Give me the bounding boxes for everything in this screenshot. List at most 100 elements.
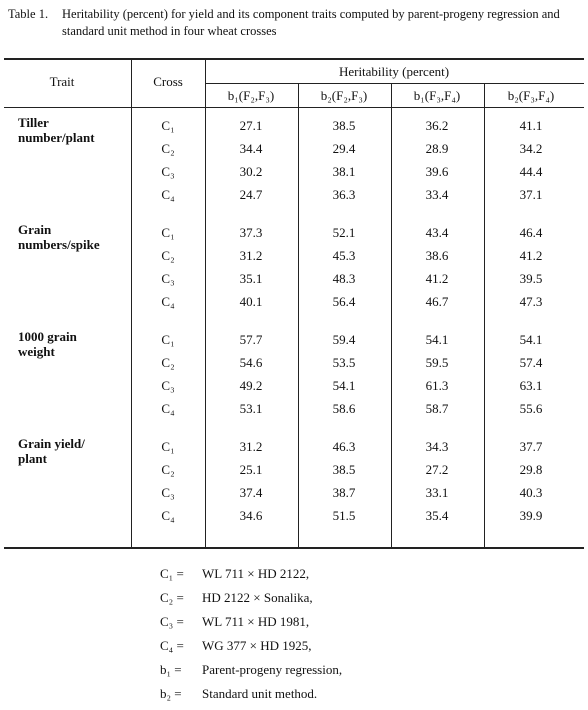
footnote-symbol: b₁ = — [160, 662, 182, 677]
cell-value: 51.5 — [332, 508, 356, 523]
header-trait: Trait — [49, 74, 75, 89]
cell-value: 43.4 — [425, 225, 449, 240]
cell-value: 47.3 — [519, 294, 543, 309]
table-caption: Heritability (percent) for yield and its… — [62, 7, 560, 38]
header-group: Heritability (percent) — [338, 64, 450, 79]
cross-label: C₃ — [161, 485, 175, 500]
column-rule — [298, 83, 299, 547]
cell-value: 45.3 — [332, 248, 356, 263]
cell-value: 54.1 — [425, 332, 449, 347]
cross-label: C₃ — [161, 271, 175, 286]
column-rule — [205, 58, 206, 547]
footnote-text: HD 2122 × Sonalika, — [202, 590, 313, 605]
cell-value: 37.3 — [239, 225, 263, 240]
top-rule — [4, 58, 584, 60]
cross-label: C₁ — [161, 225, 175, 240]
cell-value: 61.3 — [425, 378, 449, 393]
trait-label: number/plant — [18, 130, 95, 145]
column-rule — [391, 83, 392, 547]
header-rule — [4, 107, 584, 108]
cell-value: 38.7 — [332, 485, 356, 500]
trait-label: Grain yield/ — [18, 436, 85, 451]
column-rule — [131, 58, 132, 547]
cell-value: 27.2 — [425, 462, 449, 477]
column-header: b₁(F₂,F₃) — [227, 88, 275, 103]
cell-value: 41.1 — [519, 118, 543, 133]
cell-value: 55.6 — [519, 401, 543, 416]
span-rule — [205, 83, 584, 84]
cell-value: 48.3 — [332, 271, 356, 286]
cell-value: 35.1 — [239, 271, 263, 286]
cell-value: 63.1 — [519, 378, 543, 393]
cell-value: 31.2 — [239, 439, 263, 454]
cross-label: C₃ — [161, 164, 175, 179]
cell-value: 40.3 — [519, 485, 543, 500]
footnote-symbol: C₄ = — [160, 638, 184, 653]
cross-label: C₂ — [161, 248, 175, 263]
cross-label: C₄ — [161, 508, 175, 523]
cell-value: 34.3 — [425, 439, 449, 454]
cell-value: 58.7 — [425, 401, 449, 416]
cell-value: 46.3 — [332, 439, 356, 454]
cell-value: 49.2 — [239, 378, 263, 393]
cross-label: C₃ — [161, 378, 175, 393]
cell-value: 36.3 — [332, 187, 356, 202]
cell-value: 37.1 — [519, 187, 543, 202]
cell-value: 46.7 — [425, 294, 449, 309]
cell-value: 39.9 — [519, 508, 543, 523]
cell-value: 28.9 — [425, 141, 449, 156]
cell-value: 33.4 — [425, 187, 449, 202]
cell-value: 53.5 — [332, 355, 356, 370]
cell-value: 52.1 — [332, 225, 356, 240]
cell-value: 30.2 — [239, 164, 263, 179]
footnote-text: Standard unit method. — [202, 686, 318, 701]
cell-value: 41.2 — [519, 248, 543, 263]
footnote-text: Parent-progeny regression, — [202, 662, 343, 677]
cross-label: C₁ — [161, 332, 175, 347]
column-rule — [484, 83, 485, 547]
cell-value: 56.4 — [332, 294, 356, 309]
cell-value: 53.1 — [239, 401, 263, 416]
cell-value: 36.2 — [425, 118, 449, 133]
cell-value: 25.1 — [239, 462, 263, 477]
footnote-symbol: C₁ = — [160, 566, 184, 581]
cross-label: C₂ — [161, 355, 175, 370]
cell-value: 40.1 — [239, 294, 263, 309]
cell-value: 59.4 — [332, 332, 356, 347]
cross-label: C₂ — [161, 462, 175, 477]
column-header: b₂(F₂,F₃) — [320, 88, 368, 103]
cell-value: 46.4 — [519, 225, 543, 240]
footnote-symbol: C₃ = — [160, 614, 184, 629]
cell-value: 34.6 — [239, 508, 263, 523]
cell-value: 34.2 — [519, 141, 543, 156]
footnote-text: WL 711 × HD 1981, — [202, 614, 310, 629]
trait-label: 1000 grain — [18, 329, 77, 344]
cell-value: 54.1 — [519, 332, 543, 347]
cell-value: 34.4 — [239, 141, 263, 156]
cell-value: 37.4 — [239, 485, 263, 500]
cell-value: 39.5 — [519, 271, 543, 286]
column-header: b₁(F₃,F₄) — [413, 88, 461, 103]
cell-value: 33.1 — [425, 485, 449, 500]
cross-label: C₁ — [161, 439, 175, 454]
bottom-rule — [4, 547, 584, 549]
table-label: Table 1. — [8, 7, 49, 21]
header-cross: Cross — [153, 74, 183, 89]
trait-label: numbers/spike — [18, 237, 100, 252]
cell-value: 38.5 — [332, 462, 356, 477]
cell-value: 29.4 — [332, 141, 356, 156]
footnote-symbol: C₂ = — [160, 590, 184, 605]
cell-value: 31.2 — [239, 248, 263, 263]
cell-value: 37.7 — [519, 439, 543, 454]
cell-value: 38.1 — [332, 164, 356, 179]
cell-value: 54.6 — [239, 355, 263, 370]
cell-value: 35.4 — [425, 508, 449, 523]
cross-label: C₄ — [161, 401, 175, 416]
cell-value: 54.1 — [332, 378, 356, 393]
trait-label: plant — [18, 451, 47, 466]
cell-value: 41.2 — [425, 271, 449, 286]
cell-value: 57.7 — [239, 332, 263, 347]
trait-label: Grain — [18, 222, 52, 237]
cross-label: C₂ — [161, 141, 175, 156]
